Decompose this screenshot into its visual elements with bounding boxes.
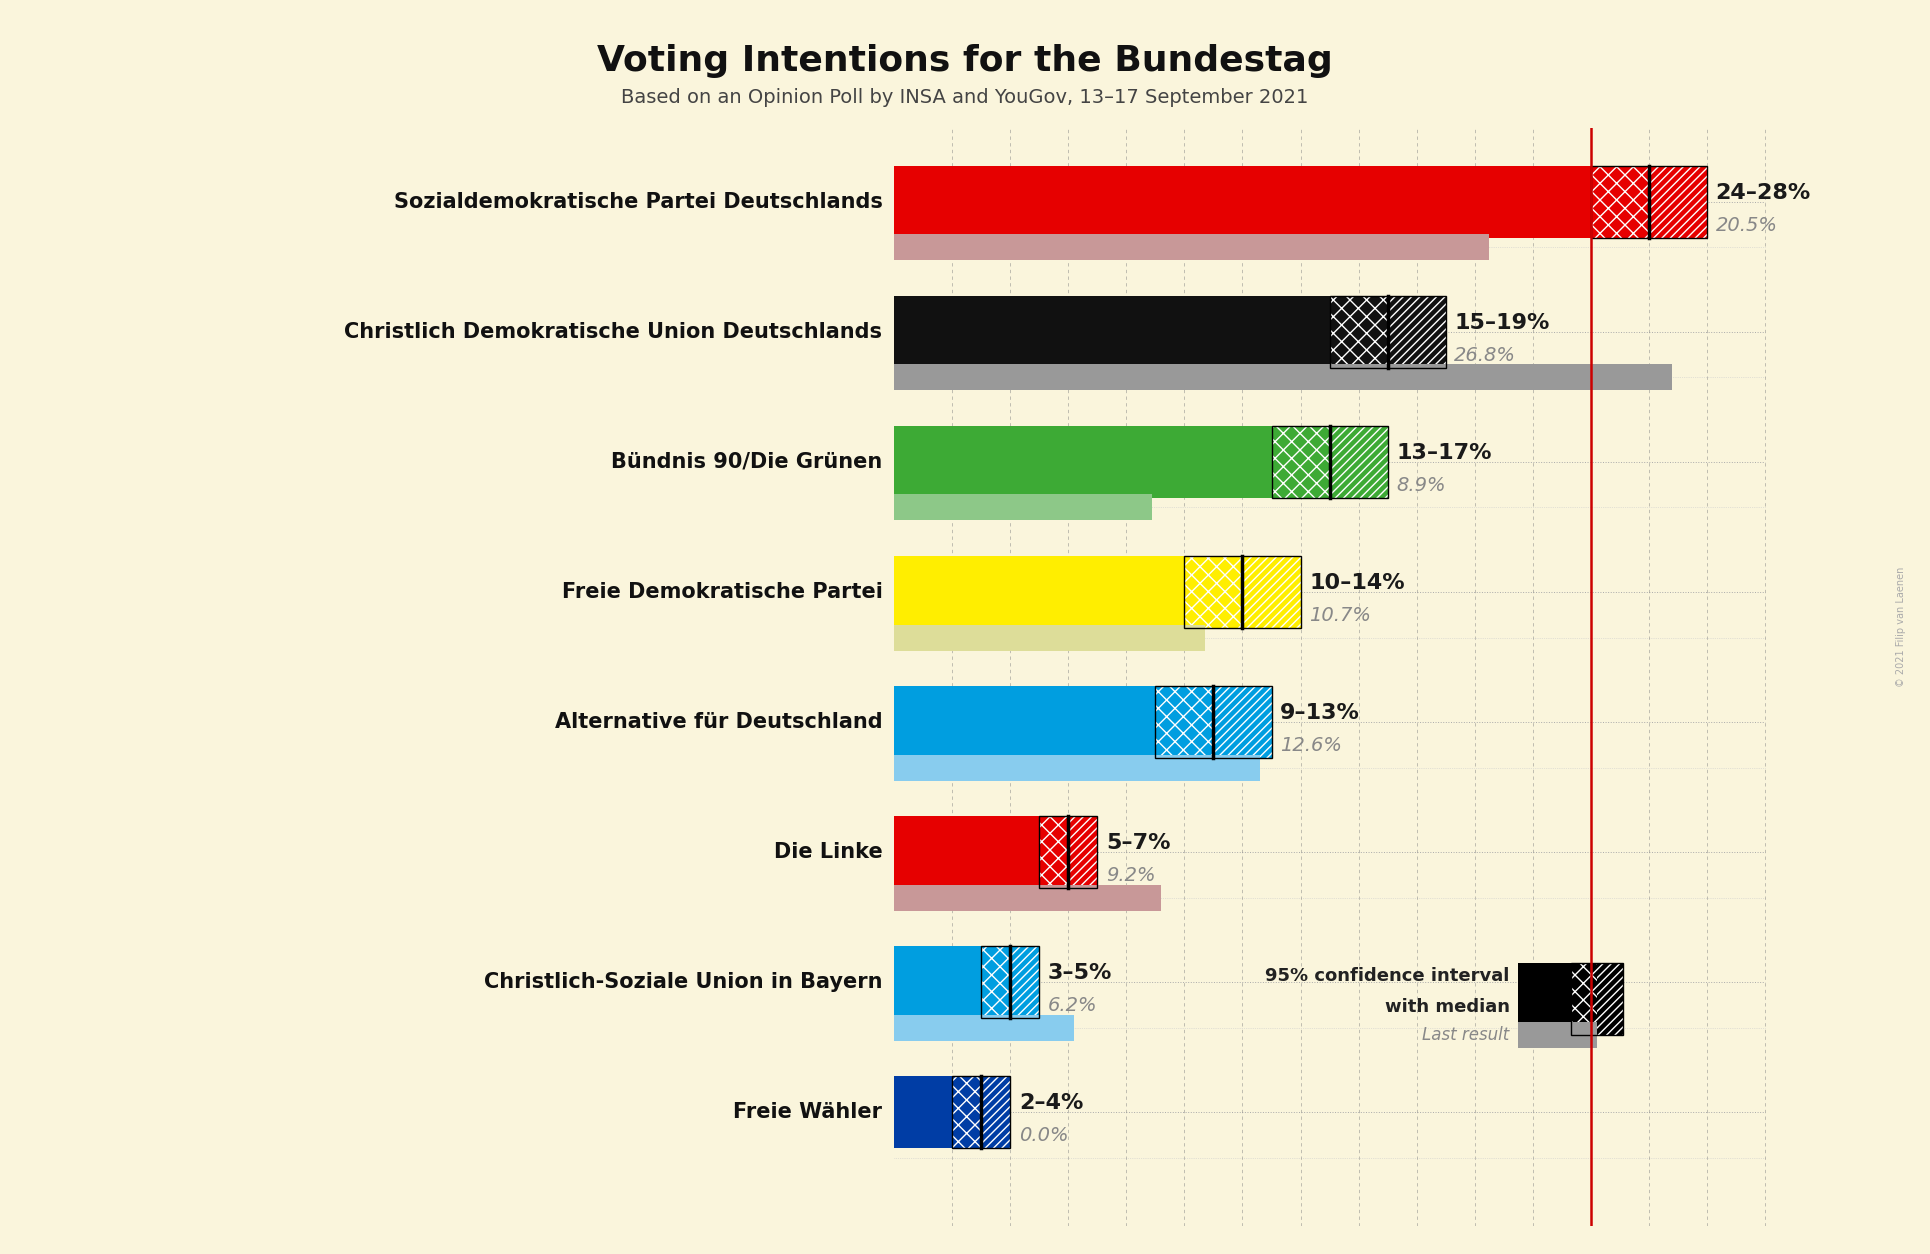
Bar [980,947,1009,1018]
Bar [1038,816,1069,888]
Bar [1185,557,1301,628]
Bar [894,947,980,1018]
Text: Freie Demokratische Partei: Freie Demokratische Partei [562,582,882,602]
Text: Last result: Last result [1422,1026,1509,1045]
Text: 3–5%: 3–5% [1048,963,1112,983]
Text: 20.5%: 20.5% [1716,216,1778,234]
Bar [1648,167,1706,238]
Bar [894,1014,1075,1041]
Bar [894,884,1162,910]
Text: 12.6%: 12.6% [1280,736,1341,755]
Text: 9.2%: 9.2% [1106,867,1156,885]
Text: 15–19%: 15–19% [1455,314,1550,332]
Bar [1571,963,1596,1035]
Text: 0.0%: 0.0% [1019,1126,1069,1145]
Text: 5–7%: 5–7% [1106,833,1170,853]
Bar [894,494,1152,520]
Text: Sozialdemokratische Partei Deutschlands: Sozialdemokratische Partei Deutschlands [394,192,882,212]
Bar [1330,296,1446,367]
Text: 9–13%: 9–13% [1280,703,1361,722]
Bar [894,234,1490,261]
Bar [894,1076,951,1147]
Text: Die Linke: Die Linke [774,841,882,861]
Bar [1038,816,1098,888]
Bar [1571,963,1623,1035]
Text: 10–14%: 10–14% [1309,573,1405,593]
Bar [1069,816,1098,888]
Bar [1519,963,1571,1035]
Bar [1590,167,1648,238]
Bar [894,426,1272,498]
Text: Alternative für Deutschland: Alternative für Deutschland [554,712,882,732]
Bar [1156,686,1214,757]
Bar [1214,686,1272,757]
Bar [1243,557,1301,628]
Bar [894,686,1156,757]
Bar [980,947,1038,1018]
Bar [1272,426,1330,498]
Text: Christlich Demokratische Union Deutschlands: Christlich Demokratische Union Deutschla… [344,322,882,342]
Text: 13–17%: 13–17% [1397,443,1492,463]
Text: © 2021 Filip van Laenen: © 2021 Filip van Laenen [1895,567,1907,687]
Text: 24–28%: 24–28% [1716,183,1810,203]
Text: Voting Intentions for the Bundestag: Voting Intentions for the Bundestag [596,44,1334,78]
Bar [894,755,1260,780]
Text: 95% confidence interval: 95% confidence interval [1266,967,1509,984]
Bar [1272,426,1388,498]
Bar [1156,686,1272,757]
Bar [1330,296,1388,367]
Bar [894,624,1204,651]
Text: with median: with median [1384,998,1509,1016]
Text: Christlich-Soziale Union in Bayern: Christlich-Soziale Union in Bayern [484,972,882,992]
Text: 10.7%: 10.7% [1309,606,1370,624]
Bar [894,557,1185,628]
Bar [951,1076,980,1147]
Text: 2–4%: 2–4% [1019,1093,1083,1114]
Bar [894,296,1330,367]
Text: 8.9%: 8.9% [1397,475,1446,495]
Bar [980,1076,1009,1147]
Bar [894,167,1590,238]
Bar [894,816,1038,888]
Bar [1590,167,1706,238]
Bar [1388,296,1446,367]
Text: Bündnis 90/Die Grünen: Bündnis 90/Die Grünen [612,451,882,472]
Text: 26.8%: 26.8% [1455,346,1517,365]
Bar [1009,947,1038,1018]
Bar [894,365,1671,390]
Text: 6.2%: 6.2% [1048,996,1098,1014]
Bar [951,1076,1009,1147]
Bar [1596,963,1623,1035]
Bar [1185,557,1243,628]
Bar [1519,1022,1596,1048]
Text: Based on an Opinion Poll by INSA and YouGov, 13–17 September 2021: Based on an Opinion Poll by INSA and You… [621,88,1309,107]
Bar [1330,426,1388,498]
Text: Freie Wähler: Freie Wähler [733,1102,882,1122]
